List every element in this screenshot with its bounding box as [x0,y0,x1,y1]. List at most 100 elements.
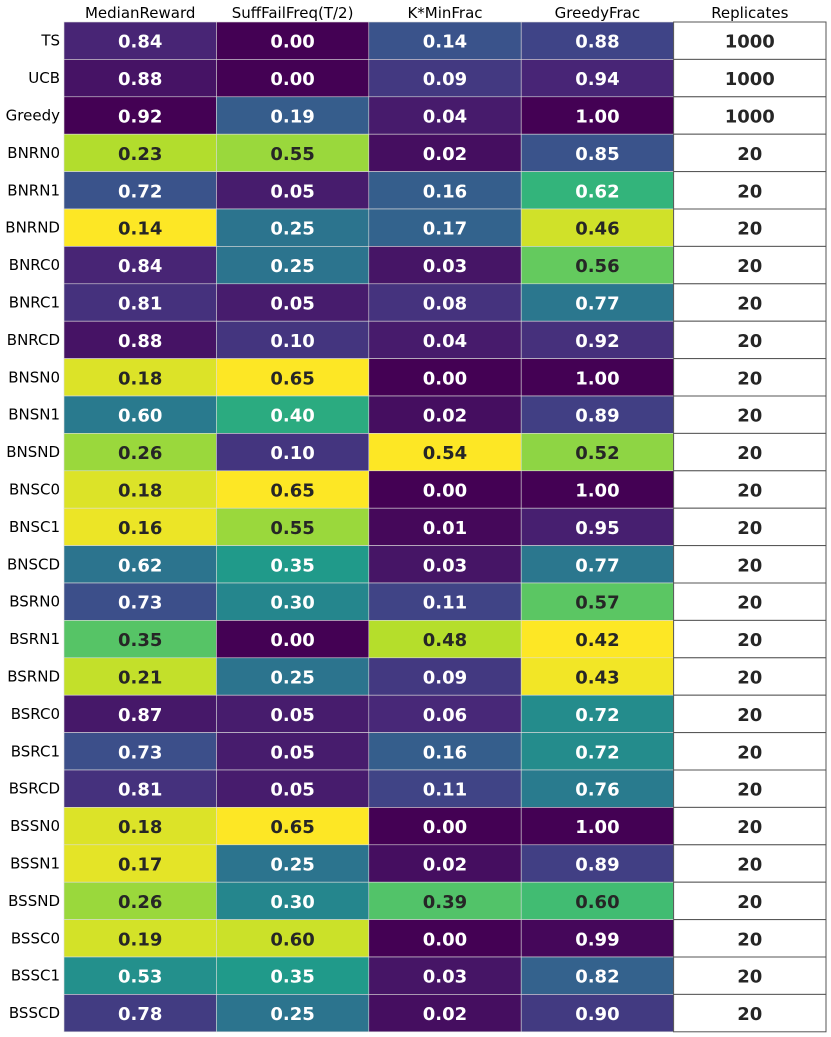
column-header-sufffailfreq-t-2: SuffFailFreq(T/2) [232,4,354,22]
cell-bssn1-medianreward [63,844,217,883]
row-label-bssn0: BSSN0 [10,817,60,835]
cell-value-bssn0-sufffailfreq-t-2: 0.65 [270,817,314,838]
cell-bnsc1-medianreward [63,507,217,546]
cell-bnsc1-sufffailfreq-t-2 [216,507,370,546]
row-label-greedy: Greedy [6,107,60,125]
cell-value-ucb-k-minfrac: 0.09 [423,69,467,90]
cell-ts-medianreward [63,21,217,60]
cell-value-bsrnd-k-minfrac: 0.09 [423,668,467,689]
cell-value-bssn1-replicates: 20 [737,855,762,876]
row-label-bnsn0: BNSN0 [8,368,60,386]
row-label-bssc0: BSSC0 [11,929,60,947]
cell-value-bssn0-k-minfrac: 0.00 [423,817,467,838]
cell-value-bnrn1-medianreward: 0.72 [118,181,162,202]
row-label-bsrn0: BSRN0 [9,593,60,611]
row-label-bnrnd: BNRND [5,219,60,237]
row-label-bnsn1: BNSN1 [8,406,60,424]
cell-value-bnrc1-greedyfrac: 0.77 [575,294,619,315]
cell-bnrc1-replicates [673,283,827,322]
cell-value-bnrn1-replicates: 20 [737,181,762,202]
cell-value-bssc0-replicates: 20 [737,929,762,950]
cell-value-bsrnd-greedyfrac: 0.43 [575,668,619,689]
cell-bnsc0-sufffailfreq-t-2 [216,470,370,509]
cell-bssn1-sufffailfreq-t-2 [216,844,370,883]
cell-bsrn1-greedyfrac [520,620,674,659]
cell-bnrnd-replicates [673,208,827,247]
cell-bssnd-greedyfrac [520,881,674,920]
cell-value-bssc0-greedyfrac: 0.99 [575,929,619,950]
column-headers: MedianReward SuffFailFreq(T/2) K*MinFrac Gr… [85,4,789,22]
cell-value-bsrn0-sufffailfreq-t-2: 0.30 [270,593,314,614]
cell-bsrc1-k-minfrac [368,732,522,771]
cell-value-bnrn0-replicates: 20 [737,144,762,165]
cell-bsrcd-k-minfrac [368,769,522,808]
cell-bssn1-greedyfrac [520,844,674,883]
cell-bnsn1-k-minfrac [368,395,522,434]
cell-value-bnsn1-greedyfrac: 0.89 [575,406,619,427]
cell-bssc1-sufffailfreq-t-2 [216,956,370,995]
cell-value-bnsc0-medianreward: 0.18 [118,481,162,502]
cell-bnscd-k-minfrac [368,545,522,584]
cell-bsrcd-sufffailfreq-t-2 [216,769,370,808]
cell-value-bsrn1-sufffailfreq-t-2: 0.00 [270,630,314,651]
cell-bssc0-sufffailfreq-t-2 [216,919,370,958]
cell-value-bssn0-replicates: 20 [737,817,762,838]
cell-value-ts-k-minfrac: 0.14 [423,32,467,53]
cell-value-bnscd-k-minfrac: 0.03 [423,555,467,576]
cell-value-bssnd-medianreward: 0.26 [118,892,162,913]
cell-ucb-replicates [673,58,827,98]
cell-value-bsrc0-greedyfrac: 0.72 [575,705,619,726]
cell-greedy-k-minfrac [368,96,522,135]
row-label-bnscd: BNSCD [7,555,60,573]
cell-bnrn1-replicates [673,171,827,210]
cell-value-bsrcd-medianreward: 0.81 [118,780,162,801]
cell-bsrc1-sufffailfreq-t-2 [216,732,370,771]
cell-value-bnrcd-greedyfrac: 0.92 [575,331,619,352]
cell-bsrc0-medianreward [63,694,217,733]
column-header-k-minfrac: K*MinFrac [407,4,482,22]
row-label-bnrn1: BNRN1 [7,181,60,199]
cell-bssc1-greedyfrac [520,956,674,995]
cell-bnsc1-k-minfrac [368,507,522,546]
row-label-bsrn1: BSRN1 [9,630,60,648]
cell-value-bnrcd-replicates: 20 [737,331,762,352]
cell-value-ts-sufffailfreq-t-2: 0.00 [270,32,314,53]
row-label-bnsc1: BNSC1 [9,518,60,536]
cell-bssn0-replicates [673,806,827,846]
cell-value-bnscd-medianreward: 0.62 [118,555,162,576]
cell-bnrc1-greedyfrac [520,283,674,322]
cell-ts-k-minfrac [368,21,522,60]
cell-bsrcd-replicates [673,769,827,808]
cell-value-bnsc0-k-minfrac: 0.00 [423,481,467,502]
cell-value-bsscd-replicates: 20 [737,1004,762,1025]
cell-bnrn0-replicates [673,133,827,173]
cell-value-bsrc0-replicates: 20 [737,705,762,726]
cell-value-bsrn0-k-minfrac: 0.11 [423,593,467,614]
cell-value-bssc1-k-minfrac: 0.03 [423,967,467,988]
cell-value-bssn1-k-minfrac: 0.02 [423,855,467,876]
cell-bnrc1-medianreward [63,283,217,322]
row-label-bnsnd: BNSND [6,443,60,461]
cell-bnrc1-k-minfrac [368,283,522,322]
cell-value-bssn1-greedyfrac: 0.89 [575,855,619,876]
cell-value-bnsc1-k-minfrac: 0.01 [423,518,467,539]
cell-bnrn1-medianreward [63,171,217,210]
cell-value-bnsn0-greedyfrac: 1.00 [575,368,619,389]
cell-value-bnsn0-k-minfrac: 0.00 [423,368,467,389]
cell-value-bnsn0-sufffailfreq-t-2: 0.65 [270,368,314,389]
column-header-medianreward: MedianReward [85,4,195,22]
cell-value-bssn0-medianreward: 0.18 [118,817,162,838]
cell-value-bnrc0-replicates: 20 [737,256,762,277]
cell-value-bsrn0-medianreward: 0.73 [118,593,162,614]
cell-value-bsrcd-greedyfrac: 0.76 [575,780,619,801]
cell-bssc0-greedyfrac [520,919,674,958]
cell-bsrcd-greedyfrac [520,769,674,808]
cell-values: 0.84 0.00 0.14 0.88 1000 0.88 0.00 0.09 0.94 1000… [118,32,775,1025]
cell-bsrn1-medianreward [63,620,217,659]
cell-value-bsscd-greedyfrac: 0.90 [575,1004,619,1025]
cell-bssnd-medianreward [63,881,217,920]
cell-bsrn0-greedyfrac [520,582,674,621]
cell-bssc1-medianreward [63,956,217,995]
cell-value-bnsnd-greedyfrac: 0.52 [575,443,619,464]
cell-value-bnsn0-replicates: 20 [737,368,762,389]
